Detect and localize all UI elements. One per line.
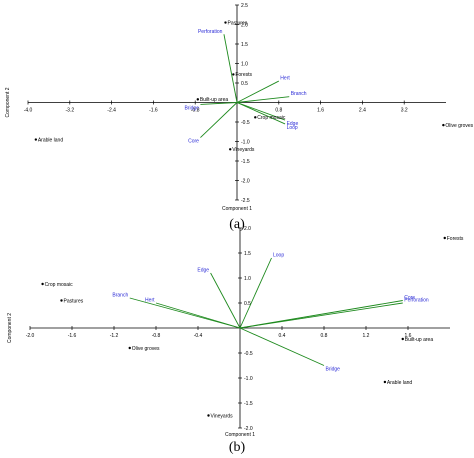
score-point xyxy=(207,414,210,417)
x-tick-label: -0.8 xyxy=(191,108,200,114)
y-tick-label: -2.0 xyxy=(241,178,250,184)
vector-label: Loop xyxy=(287,125,298,131)
point-label: Crop mosaic xyxy=(45,282,74,288)
vector-label: Core xyxy=(188,139,199,145)
x-axis-label: Component 1 xyxy=(225,432,255,438)
x-tick-label: -0.8 xyxy=(152,333,161,339)
point-label: Pastures xyxy=(228,20,248,26)
score-point xyxy=(383,380,387,384)
score-point xyxy=(229,148,232,151)
biplot-a: -4.0 -3.2 -2.4 -1.6 -0.8 0.8 1.6 2.4 3.2 -2.5 -2.0… xyxy=(5,3,474,232)
x-tick-label: 3.2 xyxy=(401,108,408,114)
x-tick-label: 0.8 xyxy=(275,108,282,114)
score-point xyxy=(442,123,445,127)
point-label: Vineyards xyxy=(211,413,234,419)
y-tick-label: 2.0 xyxy=(241,22,248,28)
loading-vector xyxy=(236,80,280,103)
x-tick-label: -3.2 xyxy=(65,108,74,114)
y-tick-label: 2.5 xyxy=(241,3,248,9)
vector-label: Edge xyxy=(197,268,209,274)
score-point xyxy=(41,282,44,286)
loading-vector xyxy=(239,327,325,366)
loading-vector xyxy=(155,302,241,329)
loading-vector xyxy=(236,102,286,125)
score-point xyxy=(443,236,446,240)
vector-label: Core xyxy=(404,295,415,301)
x-tick-label: 1.6 xyxy=(317,108,324,114)
x-tick-label: -2.0 xyxy=(26,333,35,339)
vector-label: Hert xyxy=(145,298,155,304)
point-label: Built-up area xyxy=(405,337,434,343)
point-label: Olive groves xyxy=(445,123,473,129)
vector-label: Perforation xyxy=(404,298,429,304)
y-tick-label: -2.5 xyxy=(241,198,250,204)
x-tick-label: -0.4 xyxy=(194,333,203,339)
score-point xyxy=(224,21,227,24)
score-point xyxy=(60,299,63,302)
y-tick-label: -0.5 xyxy=(241,120,250,126)
y-tick-label: 2.0 xyxy=(244,226,251,232)
vector-label: Perforation xyxy=(198,29,223,35)
y-axis-label: Component 2 xyxy=(5,87,11,117)
x-axis-label: Component 1 xyxy=(222,206,252,212)
point-label: Built-up area xyxy=(200,97,229,103)
x-tick-label: -1.6 xyxy=(149,108,158,114)
score-point xyxy=(196,98,200,101)
point-label: Olive groves xyxy=(132,346,160,352)
vector-label: Bridge xyxy=(326,367,341,373)
score-point xyxy=(401,337,404,341)
x-tick-label: 1.6 xyxy=(405,333,412,339)
loading-vector xyxy=(210,272,241,329)
point-label: Arable land xyxy=(387,380,413,386)
loading-vector xyxy=(223,34,238,103)
y-tick-label: 0.5 xyxy=(241,81,248,87)
score-point xyxy=(232,73,235,76)
y-axis-label: Component 2 xyxy=(7,313,13,343)
loading-vector xyxy=(239,302,403,329)
vector-label: Hert xyxy=(280,76,290,82)
score-point xyxy=(34,138,38,141)
panel-label: (a) xyxy=(229,217,245,232)
x-tick-label: 1.2 xyxy=(363,333,370,339)
x-tick-label: -1.6 xyxy=(68,333,77,339)
y-tick-label: -1.5 xyxy=(244,401,253,407)
point-label: Forests xyxy=(235,72,252,78)
x-tick-label: 0.4 xyxy=(279,333,286,339)
vector-label: Branch xyxy=(291,91,307,97)
point-label: Crop mosaic xyxy=(257,115,286,121)
vector-label: Loop xyxy=(273,253,284,259)
point-label: Vineyards xyxy=(232,147,255,153)
vector-label: Branch xyxy=(112,293,128,299)
y-tick-label: -1.0 xyxy=(241,139,250,145)
x-tick-label: -1.2 xyxy=(110,333,119,339)
loading-vector xyxy=(236,102,286,121)
biplot-b: -2.0 -1.6 -1.2 -0.8 -0.4 0.4 0.8 1.2 1.6 -2.0 -1.5… xyxy=(7,226,464,455)
y-tick-label: 1.5 xyxy=(241,42,248,48)
point-label: Pastures xyxy=(64,298,84,304)
y-tick-label: 1.0 xyxy=(241,61,248,67)
x-tick-label: 2.4 xyxy=(359,108,366,114)
x-tick-label: -2.4 xyxy=(107,108,116,114)
y-tick-label: -1.5 xyxy=(241,159,250,165)
loading-vector xyxy=(239,257,272,329)
y-tick-label: 1.0 xyxy=(244,276,251,282)
point-label: Forests xyxy=(447,236,464,242)
y-tick-label: 1.5 xyxy=(244,251,251,257)
vector-label: Bridge xyxy=(184,105,199,111)
panel-label: (b) xyxy=(229,440,246,455)
vector-label: Edge xyxy=(287,121,299,127)
loading-vector xyxy=(200,102,238,105)
y-tick-label: 0.5 xyxy=(244,301,251,307)
score-point xyxy=(254,116,257,119)
x-tick-label: 0.8 xyxy=(321,333,328,339)
score-point xyxy=(128,346,131,350)
y-tick-label: -1.0 xyxy=(244,376,253,382)
loading-vector xyxy=(236,96,290,103)
y-tick-label: -0.5 xyxy=(244,351,253,357)
x-tick-label: -4.0 xyxy=(24,108,33,114)
point-label: Arable land xyxy=(38,137,64,143)
loading-vector xyxy=(200,102,238,138)
y-tick-label: -2.0 xyxy=(244,426,253,432)
